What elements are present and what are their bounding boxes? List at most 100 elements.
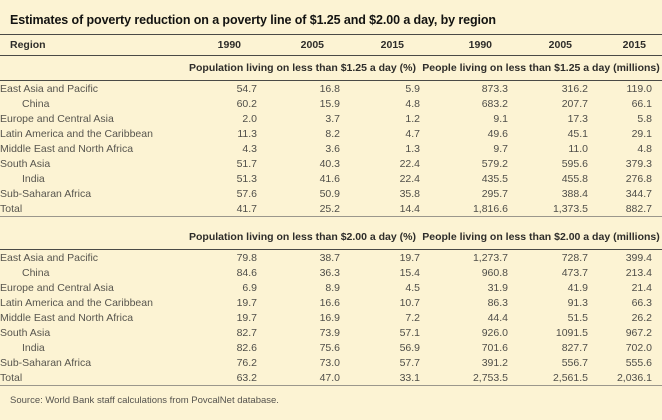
table-row: Sub-Saharan Africa 57.6 50.9 35.8 295.7 388.4… [0, 186, 662, 201]
panel-subheader-row: Population living on less than $1.25 a d… [0, 55, 662, 81]
pct-group-header: Population living on less than $1.25 a d… [185, 55, 420, 81]
value-cell: 41.6 [319, 172, 340, 185]
value-cell: 455.8 [561, 172, 588, 185]
table-row: South Asia 51.7 40.3 22.4 579.2 595.6 379.3 [0, 156, 662, 171]
table-row: Latin America and the Caribbean 11.3 8.2 4.… [0, 126, 662, 141]
table-row: South Asia 82.7 73.9 57.1 926.0 1091.5 967.2 [0, 325, 662, 340]
region-cell: India [22, 172, 45, 185]
table-row: Latin America and the Caribbean 19.7 16.6 1… [0, 295, 662, 310]
value-cell: 8.9 [325, 281, 340, 294]
value-cell: 388.4 [561, 187, 588, 200]
value-cell: 399.4 [625, 251, 652, 264]
table-row: Europe and Central Asia 2.0 3.7 1.2 9.1 17.3 5… [0, 111, 662, 126]
value-cell: 5.8 [637, 112, 652, 125]
value-cell: 41.7 [185, 201, 257, 217]
value-cell: 119.0 [626, 82, 653, 95]
value-cell: 36.3 [319, 266, 340, 279]
value-cell: 63.2 [185, 370, 257, 386]
region-cell: Europe and Central Asia [0, 112, 114, 125]
value-cell: 73.9 [319, 326, 340, 339]
value-cell: 4.5 [405, 281, 420, 294]
region-cell: Middle East and North Africa [0, 142, 134, 155]
value-cell: 595.6 [561, 157, 588, 170]
table-title: Estimates of poverty reduction on a pove… [10, 13, 496, 27]
value-cell: 276.8 [625, 172, 652, 185]
value-cell: 6.9 [242, 281, 257, 294]
value-cell: 84.6 [236, 266, 257, 279]
value-cell: 11.0 [568, 142, 588, 155]
value-cell: 4.3 [242, 142, 257, 155]
value-cell: 207.7 [561, 97, 588, 110]
value-cell: 51.5 [567, 311, 588, 324]
value-cell: 57.1 [399, 326, 420, 339]
value-cell: 51.3 [236, 172, 257, 185]
year-header-row: Region 1990 2005 2015 1990 2005 2015 [0, 34, 662, 56]
value-cell: 2,753.5 [420, 370, 508, 386]
value-cell: 4.7 [405, 127, 420, 140]
value-cell: 5.9 [405, 82, 420, 95]
region-cell: East Asia and Pacific [0, 82, 99, 95]
table-row: East Asia and Pacific 54.7 16.8 5.9 873.3 316… [0, 81, 662, 97]
value-cell: 960.8 [481, 266, 508, 279]
value-cell: 51.7 [236, 157, 257, 170]
value-cell: 15.9 [319, 97, 340, 110]
value-cell: 49.6 [487, 127, 508, 140]
column-header-year: 1990 [420, 34, 508, 56]
table-row: India 82.6 75.6 56.9 701.6 827.7 702.0 [0, 340, 662, 355]
value-cell: 31.9 [487, 281, 508, 294]
value-cell: 56.9 [399, 341, 420, 354]
value-cell: 50.9 [319, 187, 340, 200]
value-cell: 435.5 [481, 172, 508, 185]
value-cell: 967.2 [625, 326, 652, 339]
value-cell: 344.7 [625, 187, 652, 200]
value-cell: 86.3 [487, 296, 508, 309]
value-cell: 66.3 [631, 296, 652, 309]
value-cell: 47.0 [257, 370, 340, 386]
value-cell: 54.7 [236, 82, 257, 95]
value-cell: 391.2 [481, 356, 508, 369]
value-cell: 41.9 [567, 281, 588, 294]
value-cell: 579.2 [481, 157, 508, 170]
value-cell: 555.6 [625, 356, 652, 369]
millions-group-header: People living on less than $1.25 a day (… [420, 55, 662, 81]
value-cell: 45.1 [567, 127, 588, 140]
value-cell: 9.1 [493, 112, 508, 125]
column-header-year: 2005 [508, 34, 588, 56]
value-cell: 827.7 [561, 341, 588, 354]
value-cell: 9.7 [493, 142, 508, 155]
value-cell: 379.3 [625, 157, 652, 170]
table-row: Total 63.2 47.0 33.1 2,753.5 2,561.5 2,036.1 [0, 370, 662, 386]
value-cell: 8.2 [325, 127, 340, 140]
value-cell: 16.9 [319, 311, 340, 324]
table-row: China 84.6 36.3 15.4 960.8 473.7 213.4 [0, 265, 662, 280]
region-cell: East Asia and Pacific [0, 251, 99, 264]
region-cell: Europe and Central Asia [0, 281, 114, 294]
value-cell: 22.4 [399, 172, 420, 185]
value-cell: 60.2 [236, 97, 257, 110]
value-cell: 1,273.7 [472, 251, 508, 264]
value-cell: 10.7 [399, 296, 420, 309]
table-row: Europe and Central Asia 6.9 8.9 4.5 31.9 41.9… [0, 280, 662, 295]
pct-group-header: Population living on less than $2.00 a d… [185, 216, 420, 250]
column-header-year: 1990 [185, 34, 257, 56]
table-row: China 60.2 15.9 4.8 683.2 207.7 66.1 [0, 96, 662, 111]
value-cell: 66.1 [631, 97, 652, 110]
region-cell: South Asia [0, 157, 51, 170]
value-cell: 82.7 [236, 326, 257, 339]
region-cell: Sub-Saharan Africa [0, 356, 92, 369]
value-cell: 22.4 [399, 157, 420, 170]
value-cell: 7.2 [405, 311, 420, 324]
value-cell: 82.6 [236, 341, 257, 354]
value-cell: 73.0 [319, 356, 340, 369]
value-cell: 3.6 [325, 142, 340, 155]
value-cell: 17.3 [567, 112, 588, 125]
table-row: Total 41.7 25.2 14.4 1,816.6 1,373.5 882.7 [0, 201, 662, 217]
value-cell: 21.4 [631, 281, 652, 294]
region-cell: Latin America and the Caribbean [0, 296, 153, 309]
panel-subheader-row: Population living on less than $2.00 a d… [0, 216, 662, 250]
value-cell: 926.0 [481, 326, 508, 339]
value-cell: 40.3 [319, 157, 340, 170]
value-cell: 11.3 [237, 127, 257, 140]
table-row: East Asia and Pacific 79.8 38.7 19.7 1,273.7… [0, 250, 662, 266]
